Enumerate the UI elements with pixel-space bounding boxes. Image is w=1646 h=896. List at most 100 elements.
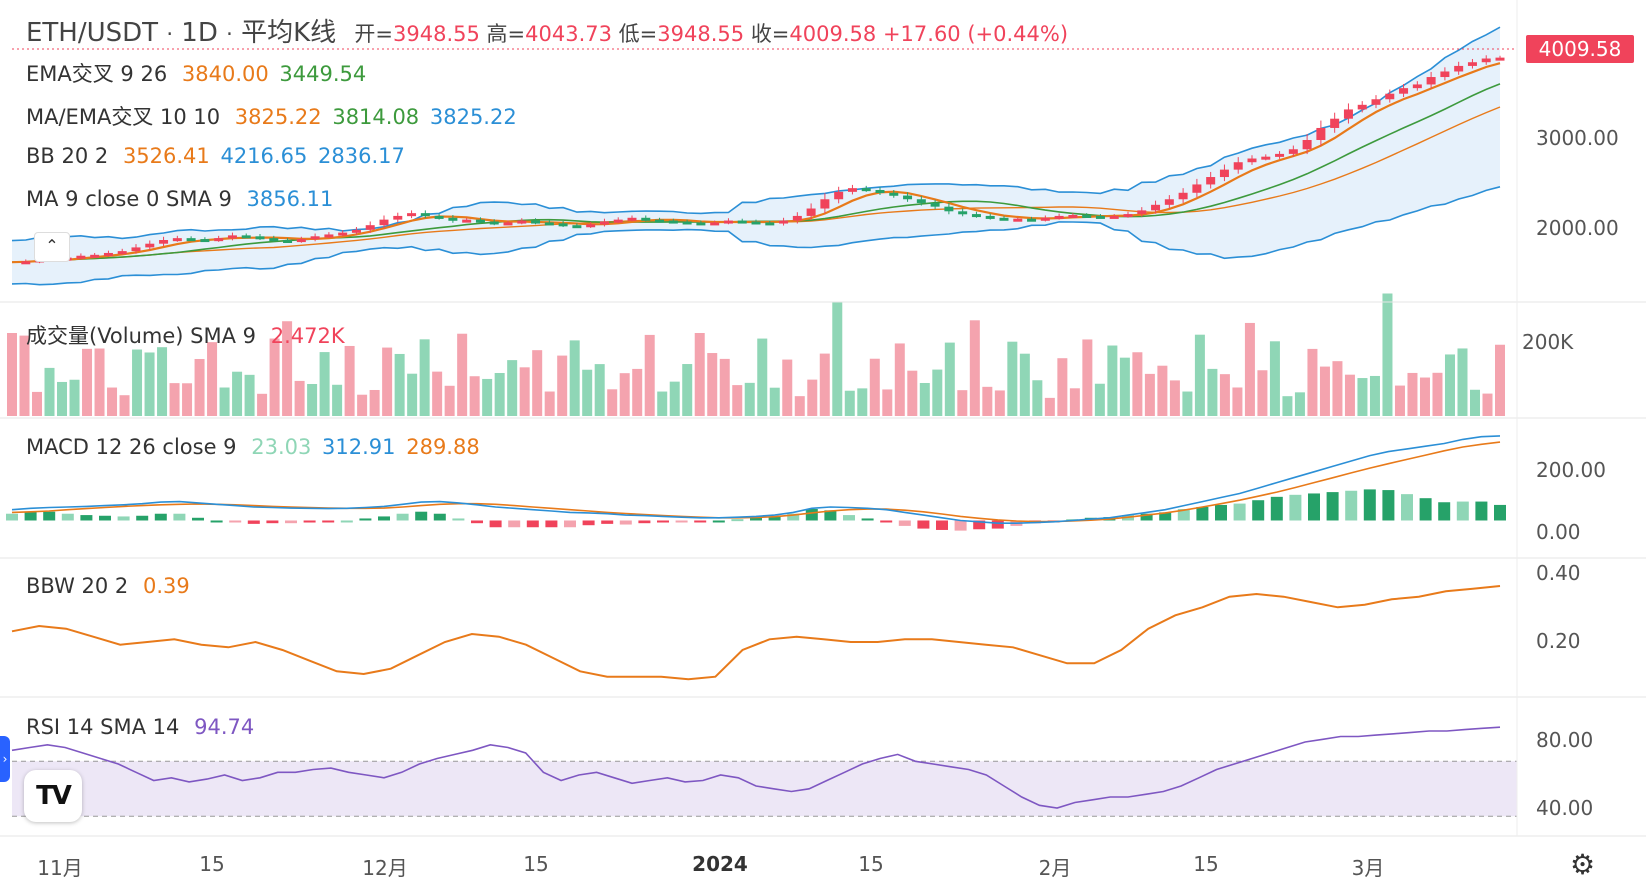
candle-body bbox=[1233, 162, 1243, 170]
legend-label: MA/EMA交叉 10 10 bbox=[26, 105, 221, 129]
price-pane[interactable] bbox=[11, 26, 1505, 286]
volume-bar bbox=[932, 369, 943, 416]
candle-body bbox=[517, 220, 527, 224]
time-axis-label: 15 bbox=[523, 852, 549, 876]
macd-histogram-bar bbox=[1363, 489, 1376, 521]
candle-body bbox=[806, 208, 816, 216]
legend-macd[interactable]: MACD 12 26 close 9 23.03 312.91 289.88 bbox=[26, 435, 488, 459]
volume-bar bbox=[157, 347, 168, 416]
volume-bar bbox=[532, 350, 543, 416]
volume-bar bbox=[682, 364, 693, 416]
macd-pane[interactable] bbox=[6, 435, 1506, 531]
volume-bar bbox=[707, 353, 718, 416]
legend-value: 2.472K bbox=[270, 324, 345, 348]
volume-bar bbox=[282, 321, 293, 416]
candle-body bbox=[159, 240, 169, 244]
candle-body bbox=[462, 219, 472, 223]
volume-bar bbox=[182, 383, 193, 416]
macd-histogram-bar bbox=[1308, 493, 1320, 521]
volume-bar bbox=[894, 343, 905, 416]
bollinger-band-fill bbox=[12, 27, 1500, 285]
candle-body bbox=[269, 238, 279, 242]
volume-bar bbox=[32, 391, 43, 416]
candle-body bbox=[985, 215, 995, 219]
rsi-pane[interactable] bbox=[11, 726, 1517, 817]
separator-dot: · bbox=[226, 22, 233, 46]
close-value: 4009.58 bbox=[789, 22, 877, 46]
low-value: 3948.55 bbox=[657, 22, 745, 46]
volume-bar bbox=[757, 338, 768, 416]
volume-bar bbox=[107, 387, 118, 416]
volume-bar bbox=[432, 371, 443, 416]
ohlc-values: 开=3948.55 高=4043.73 低=3948.55 收=4009.58 … bbox=[354, 22, 1068, 46]
symbol-name[interactable]: ETH/USDT bbox=[26, 18, 159, 48]
volume-bar bbox=[1495, 344, 1505, 416]
legend-bb[interactable]: BB 20 2 3526.41 4216.65 2836.17 bbox=[26, 144, 413, 168]
candle-body bbox=[999, 217, 1009, 221]
candle-body bbox=[792, 215, 802, 221]
volume-bar bbox=[494, 372, 505, 416]
interval-label[interactable]: 1D bbox=[181, 18, 218, 48]
volume-bar bbox=[319, 352, 330, 416]
macd-histogram-bar bbox=[99, 515, 111, 521]
macd-histogram-bar bbox=[843, 515, 855, 521]
volume-pane[interactable] bbox=[7, 293, 1505, 416]
macd-histogram-bar bbox=[1326, 492, 1339, 521]
candle-body bbox=[365, 225, 375, 230]
volume-bar bbox=[1157, 365, 1168, 416]
volume-bar bbox=[119, 395, 130, 416]
gear-icon[interactable]: ⚙ bbox=[1570, 848, 1596, 881]
macd-histogram-bar bbox=[359, 518, 372, 521]
macd-histogram-bar bbox=[601, 520, 614, 524]
macd-histogram-bar bbox=[917, 520, 930, 529]
volume-bar bbox=[457, 333, 468, 416]
collapse-legend-button[interactable]: ⌃ bbox=[34, 232, 70, 262]
volume-bar bbox=[332, 384, 343, 416]
volume-bar bbox=[519, 367, 530, 416]
legend-volume[interactable]: 成交量(Volume) SMA 9 2.472K bbox=[26, 320, 353, 350]
legend-value: 0.39 bbox=[142, 574, 190, 598]
volume-bar bbox=[832, 301, 843, 416]
macd-histogram-bar bbox=[638, 520, 651, 524]
legend-ma[interactable]: MA 9 close 0 SMA 9 3856.11 bbox=[26, 187, 341, 211]
candle-body bbox=[1399, 88, 1409, 94]
expand-panel-tab[interactable]: › bbox=[0, 736, 10, 782]
volume-bar bbox=[1032, 380, 1043, 416]
volume-bar bbox=[1332, 361, 1343, 416]
volume-bar bbox=[394, 353, 405, 416]
macd-histogram-bar bbox=[415, 511, 428, 521]
rsi-line bbox=[11, 726, 1501, 809]
volume-bar bbox=[444, 385, 455, 416]
bbw-pane[interactable] bbox=[11, 585, 1501, 681]
pane-separators bbox=[0, 0, 1646, 837]
macd-histogram-bar bbox=[1494, 504, 1506, 521]
macd-histogram-bar bbox=[192, 517, 204, 521]
macd-histogram-bar bbox=[1140, 513, 1153, 521]
tradingview-logo[interactable]: TV bbox=[24, 770, 82, 822]
legend-value: 3526.41 bbox=[122, 144, 210, 168]
legend-bbw[interactable]: BBW 20 2 0.39 bbox=[26, 574, 198, 598]
volume-bar bbox=[57, 381, 68, 416]
candle-body bbox=[338, 232, 348, 236]
legend-ema-cross[interactable]: EMA交叉 9 26 3840.00 3449.54 bbox=[26, 58, 374, 88]
candle-body bbox=[916, 199, 926, 203]
volume-bar bbox=[1457, 348, 1468, 416]
macd-histogram-bar bbox=[340, 520, 353, 523]
symbol-header[interactable]: ETH/USDT · 1D · 平均K线 开=3948.55 高=4043.73… bbox=[26, 12, 1068, 49]
time-axis-label: 11月 bbox=[37, 856, 83, 880]
volume-bar bbox=[782, 359, 793, 416]
macd-histogram-bar bbox=[1270, 496, 1283, 521]
candle-body bbox=[682, 221, 692, 225]
candle-body bbox=[1013, 218, 1023, 222]
volume-bar bbox=[1107, 345, 1118, 416]
macd-histogram-bar bbox=[303, 520, 316, 523]
legend-rsi[interactable]: RSI 14 SMA 14 94.74 bbox=[26, 715, 262, 739]
legend-ma-ema-cross[interactable]: MA/EMA交叉 10 10 3825.22 3814.08 3825.22 bbox=[26, 101, 525, 131]
macd-line bbox=[11, 435, 1501, 525]
volume-bar bbox=[557, 355, 568, 416]
macd-histogram-bar bbox=[1233, 503, 1246, 521]
chart-style-label[interactable]: 平均K线 bbox=[241, 18, 337, 48]
volume-bar bbox=[882, 389, 893, 416]
candle-body bbox=[21, 261, 31, 265]
